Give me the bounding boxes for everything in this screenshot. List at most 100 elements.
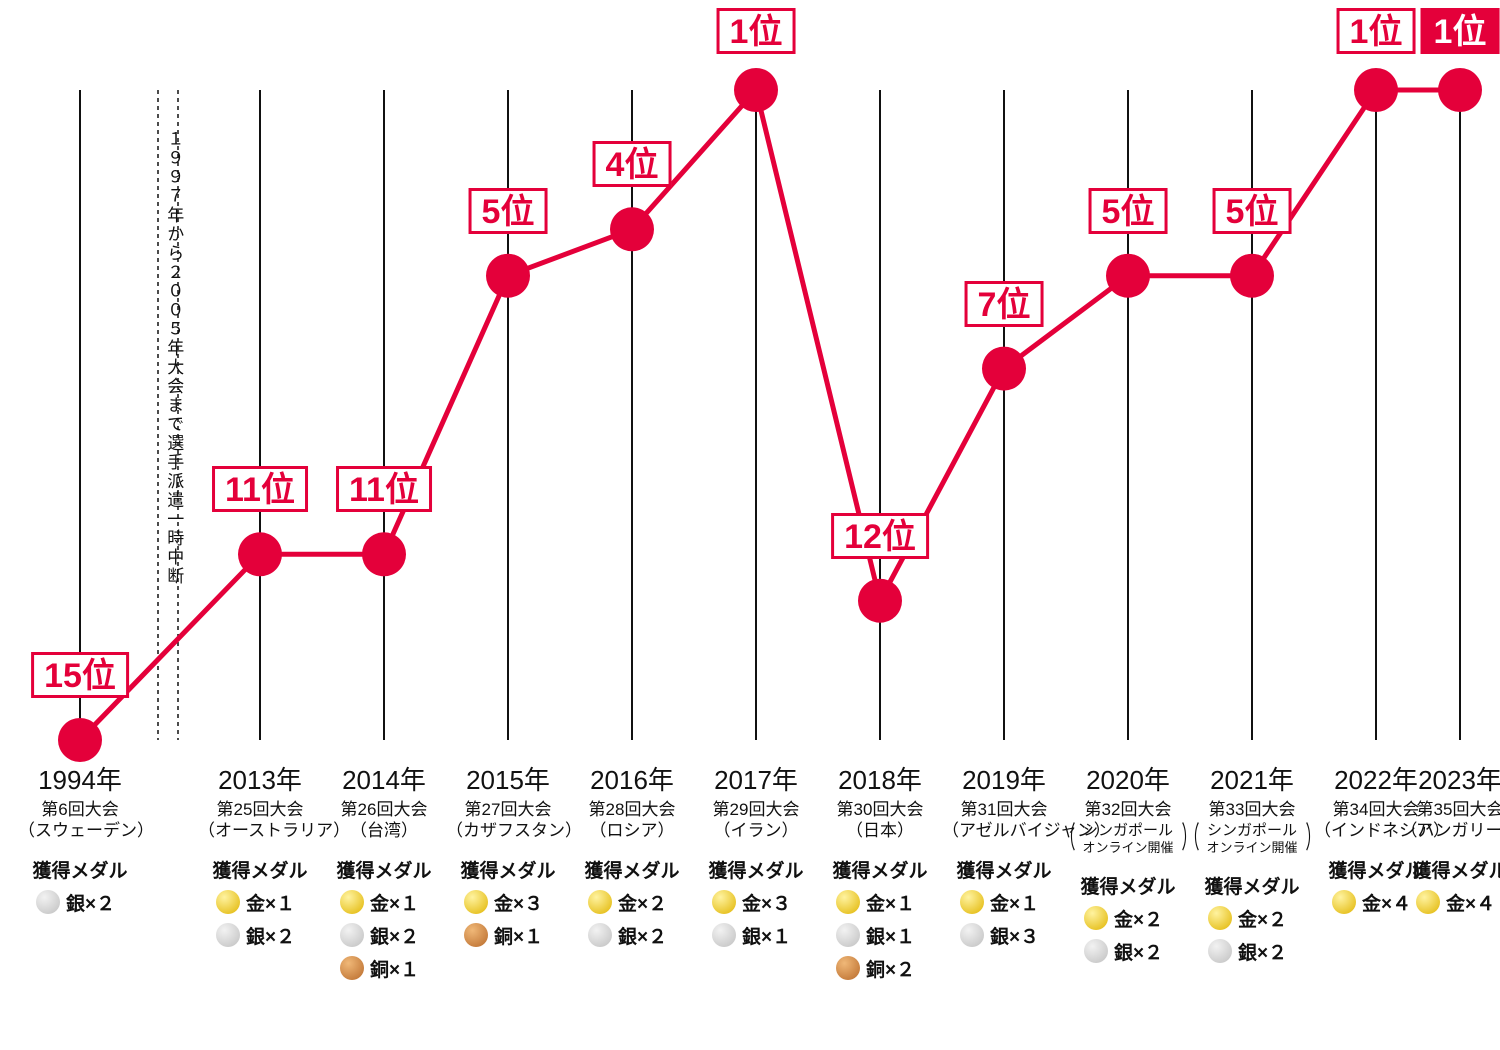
year-label: 2023年 <box>1398 760 1500 797</box>
medal-text: 銀×１ <box>866 922 915 949</box>
year-label: 1994年 <box>18 760 142 797</box>
medal-row: 金×２ <box>1190 905 1314 932</box>
gold-medal-icon <box>1208 906 1232 930</box>
gold-medal-icon <box>340 890 364 914</box>
rank-point <box>58 718 102 762</box>
bronze-medal-icon <box>464 923 488 947</box>
medal-title: 獲得メダル <box>942 856 1066 883</box>
medal-row: 銅×１ <box>322 955 446 982</box>
medal-row: 銀×２ <box>322 922 446 949</box>
edition-label: 第28回大会 <box>570 799 694 820</box>
medal-row: 銀×２ <box>198 922 322 949</box>
medal-row: 銀×３ <box>942 922 1066 949</box>
medal-text: 銅×２ <box>866 955 915 982</box>
bronze-medal-icon <box>836 956 860 980</box>
gold-medal-icon <box>1416 890 1440 914</box>
medal-text: 銀×２ <box>370 922 419 949</box>
rank-box: 11位 <box>336 466 432 512</box>
medal-text: 金×２ <box>1238 905 1287 932</box>
year-label: 2019年 <box>942 760 1066 797</box>
silver-medal-icon <box>836 923 860 947</box>
gold-medal-icon <box>712 890 736 914</box>
gold-medal-icon <box>836 890 860 914</box>
rank-box: 1位 <box>717 8 796 54</box>
medal-text: 金×４ <box>1446 889 1495 916</box>
column-block: 2016年第28回大会（ロシア） 獲得メダル金×２ 銀×２ <box>570 760 694 949</box>
medal-row: 銀×１ <box>694 922 818 949</box>
medal-row: 金×１ <box>818 889 942 916</box>
edition-label: 第26回大会 <box>322 799 446 820</box>
rank-box: 4位 <box>593 141 672 187</box>
medal-text: 銀×３ <box>990 922 1039 949</box>
medal-row: 銀×２ <box>1190 938 1314 965</box>
column-block: 2023年第35回大会（ハンガリー）獲得メダル金×４ <box>1398 760 1500 916</box>
medal-text: 金×２ <box>618 889 667 916</box>
silver-medal-icon <box>588 923 612 947</box>
medal-text: 銀×１ <box>742 922 791 949</box>
edition-label: 第27回大会 <box>446 799 570 820</box>
medal-row: 金×３ <box>446 889 570 916</box>
column-block: 2013年第25回大会（オーストラリア）獲得メダル金×１銀×２ <box>198 760 322 949</box>
medal-row: 銅×１ <box>446 922 570 949</box>
year-label: 2017年 <box>694 760 818 797</box>
medal-title: 獲得メダル <box>1398 856 1500 883</box>
silver-medal-icon <box>1084 939 1108 963</box>
medal-text: 銅×１ <box>370 955 419 982</box>
medal-text: 金×２ <box>1114 905 1163 932</box>
edition-label: 第33回大会 <box>1190 799 1314 820</box>
medal-title: 獲得メダル <box>18 856 142 883</box>
medal-row: 金×２ <box>570 889 694 916</box>
medal-row: 銀×２ <box>570 922 694 949</box>
rank-point <box>238 532 282 576</box>
medal-row: 金×１ <box>322 889 446 916</box>
rank-box: 1位 <box>1421 8 1500 54</box>
silver-medal-icon <box>1208 939 1232 963</box>
rank-point <box>1354 68 1398 112</box>
rank-box: 5位 <box>1213 188 1292 234</box>
medal-text: 銅×１ <box>494 922 543 949</box>
medal-row: 金×１ <box>942 889 1066 916</box>
medal-row: 銀×２ <box>1066 938 1190 965</box>
medal-row: 銅×２ <box>818 955 942 982</box>
column-block: 2020年第32回大会（シンガポールオンライン開催）獲得メダル金×２銀×２ <box>1066 760 1190 965</box>
location-label: （スウェーデン） <box>18 820 142 841</box>
gold-medal-icon <box>1084 906 1108 930</box>
medal-text: 金×３ <box>742 889 791 916</box>
gold-medal-icon <box>960 890 984 914</box>
column-block: 2014年第26回大会（台湾）獲得メダル金×１銀×２銅×１ <box>322 760 446 982</box>
gold-medal-icon <box>588 890 612 914</box>
edition-label: 第31回大会 <box>942 799 1066 820</box>
medal-row: 金×１ <box>198 889 322 916</box>
rank-box: 15位 <box>31 652 129 698</box>
column-block: 2015年第27回大会（カザフスタン） 獲得メダル金×３ 銅×１ <box>446 760 570 949</box>
location-label: （ロシア） <box>570 820 694 841</box>
rank-box: 12位 <box>831 513 929 559</box>
location-label: （カザフスタン） <box>446 820 570 841</box>
medal-text: 金×１ <box>866 889 915 916</box>
column-block: 2021年第33回大会（シンガポールオンライン開催）獲得メダル金×２銀×２ <box>1190 760 1314 965</box>
column-block: 2018年第30回大会（日本）獲得メダル金×１銀×１銅×２ <box>818 760 942 982</box>
gap-note-text: １９９７年から２００５年大会まで選手派遣一時中断 <box>160 130 187 586</box>
medal-title: 獲得メダル <box>694 856 818 883</box>
column-block: 2017年第29回大会（イラン）獲得メダル金×３銀×１ <box>694 760 818 949</box>
edition-label: 第29回大会 <box>694 799 818 820</box>
medal-row: 金×２ <box>1066 905 1190 932</box>
medal-text: 金×１ <box>370 889 419 916</box>
rank-point <box>610 207 654 251</box>
bronze-medal-icon <box>340 956 364 980</box>
medal-text: 金×１ <box>990 889 1039 916</box>
medal-title: 獲得メダル <box>198 856 322 883</box>
medal-text: 銀×２ <box>66 889 115 916</box>
medal-row: 銀×２ <box>18 889 142 916</box>
edition-label: 第32回大会 <box>1066 799 1190 820</box>
year-label: 2015年 <box>446 760 570 797</box>
silver-medal-icon <box>340 923 364 947</box>
medal-title: 獲得メダル <box>322 856 446 883</box>
location-label: （オーストラリア） <box>198 820 322 841</box>
medal-title: 獲得メダル <box>446 856 570 883</box>
location-label: （アゼルバイジャン） <box>942 820 1066 841</box>
rank-point <box>734 68 778 112</box>
year-label: 2014年 <box>322 760 446 797</box>
year-label: 2016年 <box>570 760 694 797</box>
medal-title: 獲得メダル <box>570 856 694 883</box>
